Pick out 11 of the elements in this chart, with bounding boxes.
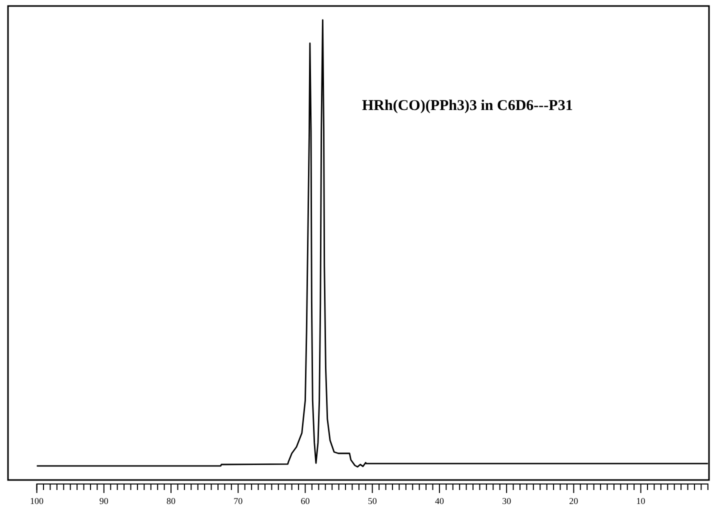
x-tick-label: 90	[99, 496, 109, 506]
x-tick-label: 100	[30, 496, 44, 506]
x-tick-label: 80	[166, 496, 176, 506]
x-tick-label: 60	[300, 496, 310, 506]
text: HRh(CO)(PPh3)3 in C6D6---P31	[362, 98, 573, 114]
x-tick-label: 40	[434, 496, 444, 506]
x-tick-label: 30	[502, 496, 512, 506]
x-tick-label: 20	[569, 496, 579, 506]
x-tick-label: 50	[368, 496, 378, 506]
x-tick-label: 70	[234, 496, 244, 506]
x-tick-label: 10	[636, 496, 646, 506]
